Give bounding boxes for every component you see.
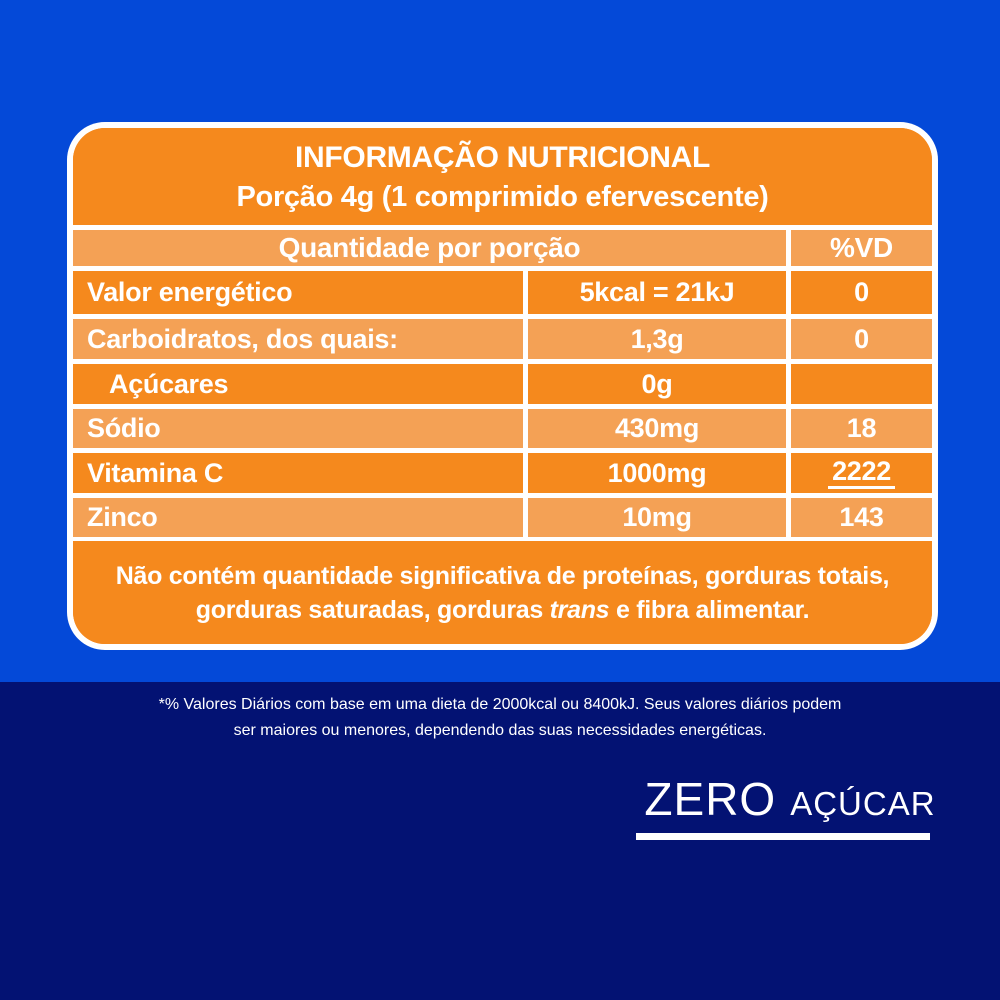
nutrient-name: Zinco: [73, 498, 523, 537]
nutrient-dv: [791, 364, 932, 404]
daily-values-note-line-1: *% Valores Diários com base em uma dieta…: [158, 696, 842, 713]
table-row: Carboidratos, dos quais: 1,3g 0: [73, 314, 932, 359]
nutrient-name: Carboidratos, dos quais:: [73, 319, 523, 359]
nutrition-title-block: INFORMAÇÃO NUTRICIONAL Porção 4g (1 comp…: [73, 128, 932, 225]
nutrient-name: Vitamina C: [73, 453, 523, 493]
nutrient-dv: 18: [791, 409, 932, 448]
nutrient-name: Sódio: [73, 409, 523, 448]
nutrient-value: 430mg: [528, 409, 786, 448]
table-row: Vitamina C 1000mg 2222: [73, 448, 932, 493]
zero-sugar-claim: ZERO AÇÚCAR: [620, 772, 960, 826]
daily-values-note-line-2: ser maiores ou menores, dependendo das s…: [233, 722, 767, 739]
insignificant-amounts-note: Não contém quantidade significativa de p…: [73, 541, 932, 644]
column-header-dv: %VD: [791, 230, 932, 266]
nutrient-value: 1000mg: [528, 453, 786, 493]
nutrient-name: Açúcares: [73, 364, 523, 404]
footnote-line-2-pre: gorduras saturadas, gorduras: [195, 595, 550, 624]
nutrient-dv: 2222: [791, 453, 932, 493]
table-header-row: Quantidade por porção %VD: [73, 225, 932, 266]
table-row: Açúcares 0g: [73, 359, 932, 404]
zero-sugar-underline: [636, 833, 930, 840]
footnote-line-2-post: e fibra alimentar.: [609, 595, 810, 624]
underlined-dv-value: 2222: [828, 457, 895, 489]
nutrient-value: 10mg: [528, 498, 786, 537]
nutrient-value: 5kcal = 21kJ: [528, 271, 786, 314]
serving-size: Porção 4g (1 comprimido efervescente): [236, 180, 769, 213]
nutrient-value: 1,3g: [528, 319, 786, 359]
nutrient-dv: 0: [791, 271, 932, 314]
nutrient-value: 0g: [528, 364, 786, 404]
nutrient-name: Valor energético: [73, 271, 523, 314]
nutrition-title: INFORMAÇÃO NUTRICIONAL: [294, 140, 711, 174]
zero-text: ZERO: [644, 773, 777, 825]
table-row: Zinco 10mg 143: [73, 493, 932, 537]
table-row: Valor energético 5kcal = 21kJ 0: [73, 266, 932, 314]
insignificant-amounts-band: Não contém quantidade significativa de p…: [73, 537, 932, 644]
nutrition-facts-card-inner: INFORMAÇÃO NUTRICIONAL Porção 4g (1 comp…: [73, 128, 932, 644]
daily-values-note: *% Valores Diários com base em uma dieta…: [0, 692, 1000, 744]
nutrient-dv: 0: [791, 319, 932, 359]
column-header-quantity: Quantidade por porção: [73, 230, 786, 266]
table-row: Sódio 430mg 18: [73, 404, 932, 448]
sugar-text: AÇÚCAR: [790, 785, 936, 822]
nutrition-facts-card: INFORMAÇÃO NUTRICIONAL Porção 4g (1 comp…: [67, 122, 938, 650]
footnote-line-1: Não contém quantidade significativa de p…: [115, 561, 890, 590]
background-bottom-navy: [0, 682, 1000, 1000]
footnote-line-2: gorduras saturadas, gorduras trans e fib…: [196, 593, 810, 627]
footnote-trans-italic: trans: [549, 595, 610, 624]
nutrient-dv: 143: [791, 498, 932, 537]
